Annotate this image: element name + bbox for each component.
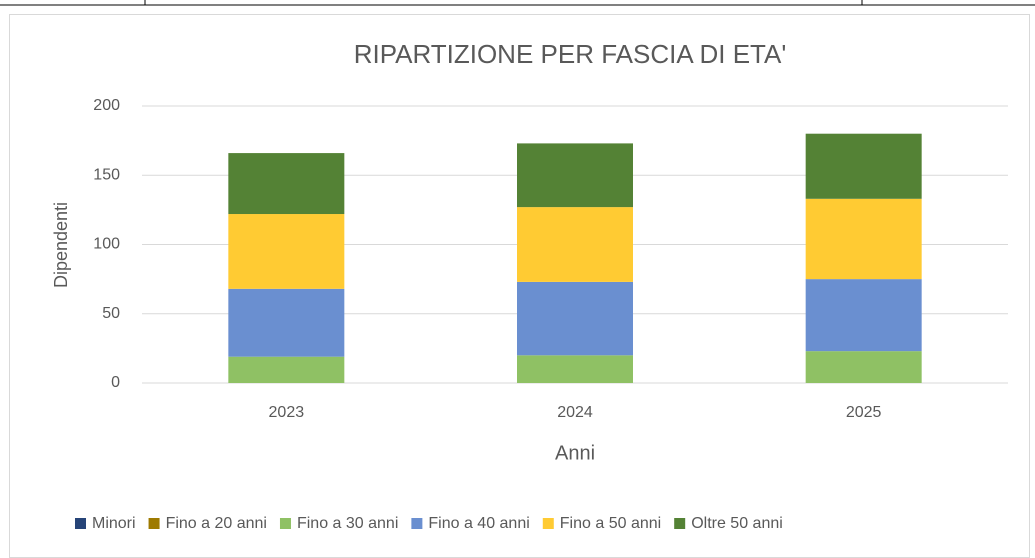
bar-segment — [517, 143, 633, 208]
legend-label: Fino a 30 anni — [297, 515, 398, 532]
x-axis-label: Anni — [555, 442, 595, 464]
legend-swatch — [542, 518, 554, 529]
y-tick-label: 100 — [93, 236, 120, 253]
legend-swatch — [411, 518, 423, 529]
legend-label: Fino a 20 anni — [166, 515, 267, 532]
chart-title: RIPARTIZIONE PER FASCIA DI ETA' — [354, 39, 787, 69]
legend-swatch — [148, 518, 160, 529]
bar-segment — [805, 133, 922, 199]
bar-segment — [228, 356, 345, 383]
x-tick-label: 2024 — [557, 404, 593, 421]
y-axis-label: Dipendenti — [51, 202, 71, 288]
legend-label: Fino a 40 anni — [428, 515, 529, 532]
bar-segment — [805, 198, 922, 280]
y-tick-label: 50 — [102, 305, 120, 322]
bar-segment — [517, 207, 633, 282]
x-tick-label: 2025 — [846, 404, 882, 421]
bar-segment — [228, 288, 345, 357]
bar-segment — [228, 153, 345, 215]
y-tick-label: 0 — [111, 374, 120, 391]
x-tick-label: 2023 — [269, 404, 305, 421]
bar-segment — [228, 214, 345, 289]
bar-segment — [805, 351, 922, 383]
bar-segment — [517, 281, 633, 356]
y-tick-label: 200 — [93, 97, 120, 114]
legend-label: Oltre 50 anni — [691, 515, 783, 532]
legend-swatch — [674, 518, 686, 529]
legend-label: Fino a 50 anni — [560, 515, 661, 532]
y-tick-label: 150 — [93, 166, 120, 183]
bar-segment — [805, 279, 922, 352]
legend-label: Minori — [92, 515, 136, 532]
legend-swatch — [279, 518, 291, 529]
bar-segment — [517, 355, 633, 383]
legend-swatch — [75, 518, 86, 529]
